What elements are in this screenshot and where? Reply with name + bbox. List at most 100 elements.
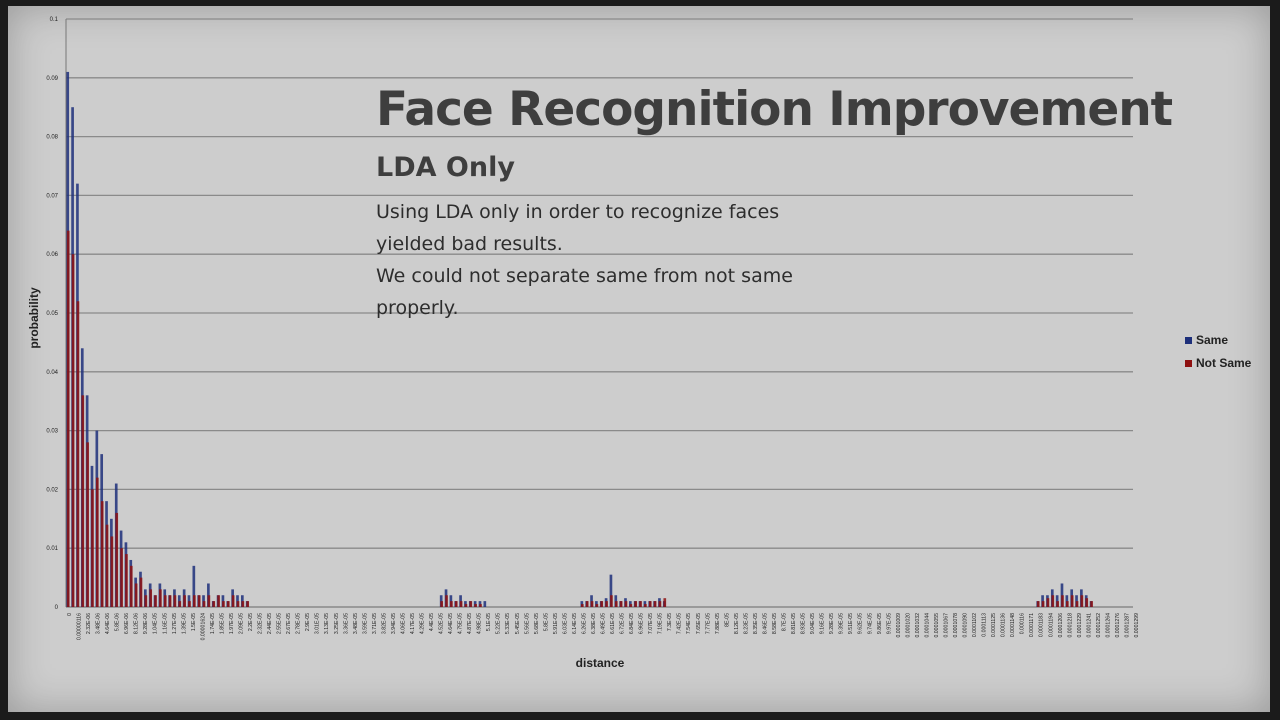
x-tick-label: 9.86E-05 xyxy=(877,613,883,634)
bar-not-same xyxy=(445,595,448,607)
x-tick-label: 3.59E-05 xyxy=(362,613,368,634)
x-tick-label: 0.0001009 xyxy=(896,613,902,638)
y-tick-label: 0.06 xyxy=(46,252,58,258)
x-tick-label: 1.74E-05 xyxy=(210,613,216,634)
x-tick-label: 0.0001044 xyxy=(924,613,930,638)
bar-not-same xyxy=(178,601,182,607)
x-tick-label: 3.48E-05 xyxy=(353,613,359,634)
x-tick-label: 3.01E-05 xyxy=(315,613,321,634)
x-tick-label: 0.0001055 xyxy=(934,613,940,638)
bar-not-same xyxy=(134,583,138,607)
y-tick-label: 0.01 xyxy=(46,546,58,552)
bar-not-same xyxy=(231,595,235,607)
x-tick-label: 0.0001229 xyxy=(1077,613,1083,638)
bar-same xyxy=(192,565,196,607)
x-tick-label: 0.0001241 xyxy=(1086,613,1092,638)
x-tick-label: 6.96E-06 xyxy=(124,613,130,634)
bar-not-same xyxy=(1085,598,1089,607)
x-tick-label: 3.13E-05 xyxy=(324,613,330,634)
x-tick-label: 2.44E-05 xyxy=(267,613,273,634)
x-tick-label: 0.00001624 xyxy=(200,613,206,641)
bar-not-same xyxy=(154,595,157,607)
bar-not-same xyxy=(139,577,143,607)
x-tick-label: 2.67E-05 xyxy=(286,613,292,634)
bar-not-same xyxy=(624,601,628,607)
bar-not-same xyxy=(658,601,662,607)
bar-not-same xyxy=(1046,598,1050,607)
x-tick-label: 0.0001194 xyxy=(1048,613,1054,637)
x-tick-label: 0.0001032 xyxy=(915,613,921,638)
x-tick-label: 1.27E-05 xyxy=(172,613,178,634)
x-tick-label: 8.93E-05 xyxy=(801,613,807,634)
x-tick-label: 9.97E-05 xyxy=(886,613,892,634)
x-tick-label: 1.04E-05 xyxy=(153,613,159,634)
bar-not-same xyxy=(459,601,463,607)
bar-not-same xyxy=(129,565,133,607)
bar-not-same xyxy=(595,604,599,607)
x-tick-label: 3.36E-05 xyxy=(343,613,349,634)
y-tick-label: 0.1 xyxy=(50,17,59,23)
x-tick-label: 2.2E-05 xyxy=(248,613,254,631)
bar-not-same xyxy=(454,601,458,607)
bar-not-same xyxy=(648,601,652,607)
bar-not-same xyxy=(605,601,608,607)
x-tick-label: 5.8E-06 xyxy=(115,613,121,631)
bar-not-same xyxy=(246,601,250,607)
x-tick-label: 7.54E-05 xyxy=(686,613,692,634)
x-tick-label: 1.39E-05 xyxy=(181,613,187,634)
legend-label: Same xyxy=(1196,333,1228,347)
x-tick-label: 4.06E-05 xyxy=(400,613,406,634)
x-tick-label: 7.42E-05 xyxy=(677,613,683,634)
bar-not-same xyxy=(474,604,477,607)
x-tick-label: 8E-05 xyxy=(724,613,730,627)
bar-not-same xyxy=(1090,601,1093,607)
x-tick-label: 1.5E-05 xyxy=(191,613,197,631)
bar-not-same xyxy=(469,601,473,607)
x-tick-label: 8.7E-05 xyxy=(782,613,788,631)
bar-not-same xyxy=(222,601,225,607)
bar-not-same xyxy=(115,512,119,607)
x-tick-label: 6.14E-05 xyxy=(572,613,578,634)
x-tick-label: 0 xyxy=(67,613,73,616)
bar-not-same xyxy=(110,536,114,607)
x-tick-label: 6.49E-05 xyxy=(601,613,607,634)
bar-not-same xyxy=(1066,601,1069,607)
x-tick-label: 2.9E-05 xyxy=(305,613,311,631)
bar-not-same xyxy=(197,595,201,607)
x-tick-label: 2.78E-05 xyxy=(296,613,302,634)
x-tick-label: 6.72E-05 xyxy=(620,613,626,634)
bar-not-same xyxy=(159,589,162,607)
x-tick-label: 9.04E-05 xyxy=(810,613,816,634)
bar-not-same xyxy=(66,230,70,607)
x-tick-label: 3.25E-05 xyxy=(334,613,340,634)
x-tick-label: 7.3E-05 xyxy=(667,613,673,631)
bar-not-same xyxy=(71,254,75,607)
x-tick-label: 0.0001276 xyxy=(1115,613,1121,638)
bar-not-same xyxy=(639,601,642,607)
x-tick-label: 0.0001206 xyxy=(1058,613,1064,638)
x-tick-label: 8.58E-05 xyxy=(772,613,778,634)
y-tick-label: 0.02 xyxy=(46,487,58,493)
x-tick-label: 4.29E-05 xyxy=(419,613,425,634)
x-tick-label: 9.16E-05 xyxy=(820,613,826,634)
bar-not-same xyxy=(207,595,211,607)
x-tick-label: 9.28E-06 xyxy=(143,613,149,634)
x-tick-label: 1.85E-05 xyxy=(219,613,225,634)
x-tick-label: 0.0001218 xyxy=(1067,613,1073,638)
bar-not-same xyxy=(173,595,177,607)
x-tick-label: 8.23E-05 xyxy=(743,613,749,634)
x-tick-label: 5.68E-05 xyxy=(534,613,540,634)
x-tick-label: 4.98E-05 xyxy=(477,613,483,634)
x-tick-label: 0.0001136 xyxy=(1001,613,1007,637)
bar-not-same xyxy=(1051,595,1055,607)
x-tick-label: 6.38E-05 xyxy=(591,613,597,634)
x-tick-label: 8.46E-05 xyxy=(762,613,768,634)
x-tick-label: 2.32E-05 xyxy=(258,613,264,634)
x-tick-label: 7.65E-05 xyxy=(696,613,702,634)
bar-not-same xyxy=(1061,595,1064,607)
x-tick-label: 0.000116 xyxy=(1020,613,1026,634)
x-tick-label: 4.87E-05 xyxy=(467,613,473,634)
x-tick-label: 0.0001078 xyxy=(953,613,959,638)
bar-not-same xyxy=(440,601,444,607)
x-tick-label: 0.0001183 xyxy=(1039,613,1045,637)
